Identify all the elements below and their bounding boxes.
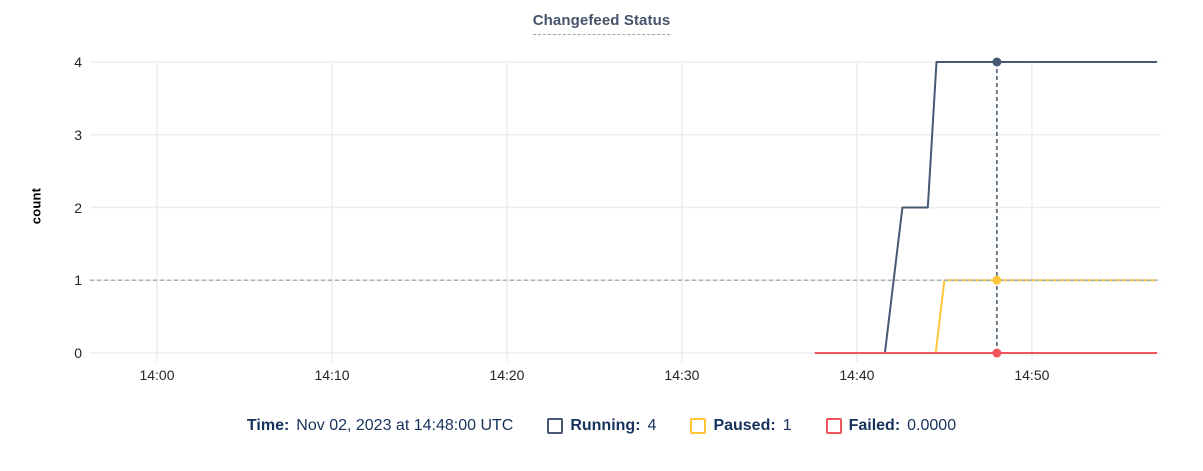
legend-label-running: Running: (570, 417, 641, 434)
hover-time-value: Nov 02, 2023 at 14:48:00 UTC (296, 417, 514, 434)
paused-hover-dot-icon (992, 275, 1002, 285)
legend-label-paused: Paused: (713, 417, 776, 434)
legend-item-failed: Failed: 0.0000 (825, 417, 957, 435)
paused-series-line (814, 279, 1157, 354)
y-tick-label: 3 (74, 126, 82, 143)
x-tick-label: 14:00 (139, 367, 175, 383)
legend-item-running: Running: 4 (547, 417, 656, 435)
y-tick-label: 2 (74, 199, 82, 216)
failed-hover-dot-icon (992, 348, 1002, 358)
chart-title-wrap: Changefeed Status (0, 12, 1203, 35)
chart-plot-area[interactable] (0, 0, 1203, 400)
running-hover-dot-icon (992, 57, 1002, 67)
chart-title[interactable]: Changefeed Status (532, 12, 671, 35)
y-tick-label: 4 (74, 54, 82, 70)
legend-label-failed: Failed: (848, 417, 901, 434)
legend-value-paused: 1 (782, 417, 792, 434)
x-tick-label: 14:30 (664, 367, 700, 383)
x-tick-label: 14:10 (314, 367, 350, 383)
paused-series-swatch-icon (690, 418, 707, 434)
y-tick-label: 0 (74, 345, 82, 361)
legend-value-running: 4 (647, 417, 657, 434)
legend-item-paused: Paused: 1 (690, 417, 792, 435)
y-tick-label: 1 (74, 272, 82, 289)
hover-readout-legend: Time: Nov 02, 2023 at 14:48:00 UTC Runni… (0, 417, 1203, 435)
x-tick-label: 14:20 (489, 367, 525, 383)
x-tick-label: 14:40 (839, 367, 875, 383)
legend-value-failed: 0.0000 (907, 417, 957, 434)
failed-series-swatch-icon (825, 418, 842, 434)
x-tick-label: 14:50 (1014, 367, 1050, 383)
running-series-swatch-icon (547, 418, 564, 434)
hover-time-label: Time: (246, 417, 290, 434)
hover-time: Time: Nov 02, 2023 at 14:48:00 UTC (247, 417, 513, 435)
